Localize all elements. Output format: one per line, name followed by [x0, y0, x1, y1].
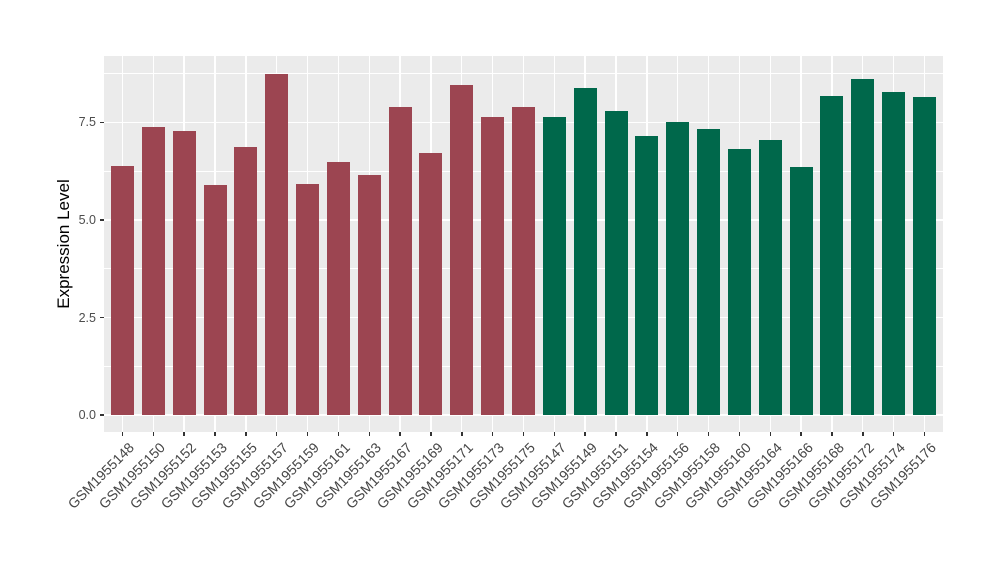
x-tick [676, 432, 679, 436]
bar [512, 107, 535, 416]
bar [727, 148, 751, 416]
bar [172, 131, 196, 416]
bar [666, 121, 690, 416]
y-axis-title: Expression Level [54, 179, 73, 309]
x-tick [707, 432, 710, 436]
x-tick [399, 432, 401, 436]
bar [450, 84, 474, 416]
bar [296, 183, 320, 416]
bar [419, 153, 443, 416]
x-tick [646, 432, 648, 436]
x-tick [368, 432, 371, 436]
x-tick [183, 432, 185, 436]
y-tick-label: 5.0 [78, 212, 96, 227]
bar [820, 96, 844, 416]
x-tick [461, 432, 463, 436]
bar [141, 127, 165, 416]
x-tick [831, 432, 833, 436]
x-tick [306, 432, 309, 436]
bar [388, 107, 412, 416]
x-tick [862, 432, 864, 436]
bar [604, 111, 628, 416]
x-tick [245, 432, 247, 436]
bar [111, 166, 134, 416]
bar [573, 87, 597, 416]
y-tick [100, 121, 104, 124]
bar [542, 116, 566, 416]
bar [265, 74, 289, 416]
x-tick [152, 432, 155, 436]
x-tick [615, 432, 617, 436]
x-tick [491, 432, 494, 436]
bar [758, 139, 782, 416]
bar [357, 174, 381, 416]
x-tick [430, 432, 432, 436]
x-tick [584, 432, 586, 436]
bar [481, 116, 505, 416]
x-tick [892, 432, 895, 436]
x-tick [214, 432, 216, 436]
bar [882, 91, 906, 416]
x-tick [337, 432, 340, 436]
x-tick [275, 432, 278, 436]
y-tick-label: 0.0 [78, 408, 96, 423]
bar [203, 184, 227, 416]
y-tick-label: 2.5 [78, 310, 96, 325]
bar [789, 167, 813, 416]
bar [912, 96, 936, 416]
y-tick-label: 7.5 [78, 115, 96, 130]
x-tick [121, 432, 124, 436]
y-tick [100, 414, 104, 416]
x-tick [522, 432, 525, 436]
bar [635, 136, 659, 416]
x-tick [923, 432, 926, 436]
y-tick [100, 316, 104, 319]
x-tick [553, 432, 556, 436]
bar [234, 146, 258, 416]
x-tick [738, 432, 741, 436]
y-tick [100, 219, 104, 221]
plot-panel [104, 56, 943, 432]
bar [851, 78, 875, 416]
bar [326, 162, 350, 416]
bar [697, 129, 721, 416]
x-tick [769, 432, 771, 436]
x-tick [800, 432, 802, 436]
